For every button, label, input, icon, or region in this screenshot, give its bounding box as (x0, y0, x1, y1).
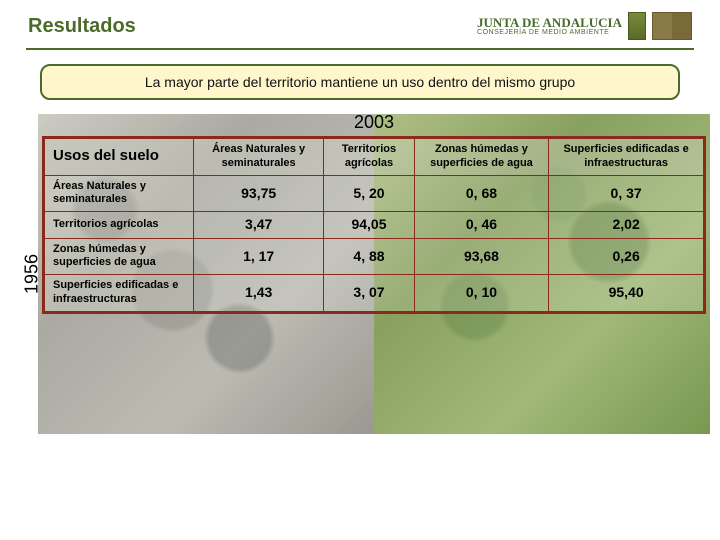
callout-wrap: La mayor parte del territorio mantiene u… (0, 50, 720, 110)
cell: 2,02 (549, 212, 705, 239)
org-logo: JUNTA DE ANDALUCIA CONSEJERÍA DE MEDIO A… (477, 12, 692, 40)
cell: 0, 37 (549, 175, 705, 212)
page-title: Resultados (28, 15, 136, 38)
table-row: Áreas Naturales y seminaturales 93,75 5,… (44, 175, 705, 212)
cell: 4, 88 (324, 238, 414, 275)
row-header: Áreas Naturales y seminaturales (44, 175, 194, 212)
cell: 93,68 (414, 238, 549, 275)
cell: 1, 17 (194, 238, 324, 275)
cell: 0, 68 (414, 175, 549, 212)
table-header-row: Usos del suelo Áreas Naturales y seminat… (44, 138, 705, 176)
logo-line1: JUNTA DE ANDALUCIA (477, 16, 622, 29)
table-row: Zonas húmedas y superficies de agua 1, 1… (44, 238, 705, 275)
year-label-2003: 2003 (350, 112, 398, 133)
table-corner: Usos del suelo (44, 138, 194, 176)
logo-line2: CONSEJERÍA DE MEDIO AMBIENTE (477, 29, 622, 36)
row-header: Superficies edificadas e infraestructura… (44, 275, 194, 313)
row-header: Territorios agrícolas (44, 212, 194, 239)
cell: 5, 20 (324, 175, 414, 212)
flag-icon (628, 12, 646, 40)
map-table-area: 1956 2003 Usos del suelo Áreas Naturales… (38, 114, 710, 434)
cell: 95,40 (549, 275, 705, 313)
header: Resultados JUNTA DE ANDALUCIA CONSEJERÍA… (0, 0, 720, 48)
col-header: Áreas Naturales y seminaturales (194, 138, 324, 176)
table-row: Superficies edificadas e infraestructura… (44, 275, 705, 313)
col-header: Territorios agrícolas (324, 138, 414, 176)
cell: 94,05 (324, 212, 414, 239)
table-row: Territorios agrícolas 3,47 94,05 0, 46 2… (44, 212, 705, 239)
row-header: Zonas húmedas y superficies de agua (44, 238, 194, 275)
logo-text: JUNTA DE ANDALUCIA CONSEJERÍA DE MEDIO A… (477, 16, 622, 36)
summary-callout: La mayor parte del territorio mantiene u… (40, 64, 680, 100)
brand-icon (652, 12, 692, 40)
cell: 1,43 (194, 275, 324, 313)
cell: 93,75 (194, 175, 324, 212)
year-label-1956: 1956 (22, 254, 43, 294)
cell: 0, 46 (414, 212, 549, 239)
col-header: Zonas húmedas y superficies de agua (414, 138, 549, 176)
cell: 0, 10 (414, 275, 549, 313)
cell: 3, 07 (324, 275, 414, 313)
land-use-table: Usos del suelo Áreas Naturales y seminat… (42, 136, 706, 314)
col-header: Superficies edificadas e infraestructura… (549, 138, 705, 176)
cell: 0,26 (549, 238, 705, 275)
cell: 3,47 (194, 212, 324, 239)
